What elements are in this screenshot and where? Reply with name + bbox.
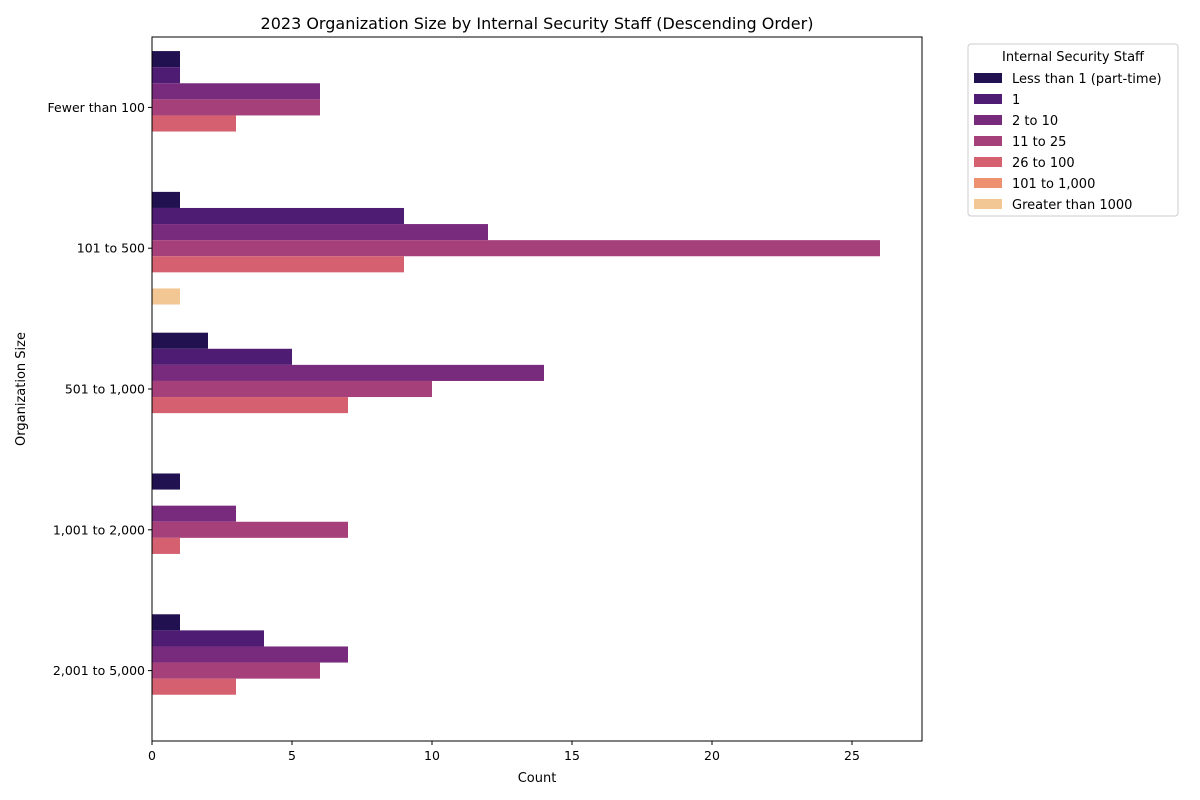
bar (152, 505, 236, 522)
bar (152, 473, 180, 490)
y-axis-label: Organization Size (14, 332, 29, 446)
bar (152, 115, 236, 132)
x-tick-label: 10 (424, 748, 440, 763)
bars-layer (152, 51, 880, 695)
bar (152, 288, 180, 305)
bar (152, 630, 264, 647)
legend-swatch (974, 73, 1002, 83)
bar (152, 397, 348, 414)
bar (152, 51, 180, 68)
legend-swatch (974, 178, 1002, 188)
legend-entry: Greater than 1000 (1012, 198, 1132, 213)
bar (152, 537, 180, 554)
y-axis: Fewer than 100 101 to 500 501 to 1,000 1,00… (48, 100, 152, 678)
x-tick-label: 15 (564, 748, 580, 763)
legend-entry: Less than 1 (part-time) (1012, 72, 1162, 87)
x-tick-label: 5 (288, 748, 296, 763)
y-tick-label: 2,001 to 5,000 (53, 663, 145, 678)
y-tick-label: 501 to 1,000 (65, 382, 145, 397)
x-tick-label: 25 (844, 748, 860, 763)
bar (152, 67, 180, 84)
legend-entry: 1 (1012, 93, 1020, 108)
legend-swatch (974, 94, 1002, 104)
y-tick-label: Fewer than 100 (48, 100, 146, 115)
bar (152, 380, 432, 398)
legend-entry: 26 to 100 (1012, 156, 1075, 171)
legend-swatch (974, 115, 1002, 125)
bar (152, 83, 320, 100)
bar (152, 364, 544, 381)
x-axis-label: Count (518, 771, 557, 786)
bar (152, 99, 320, 116)
y-tick-label: 1,001 to 2,000 (53, 522, 145, 537)
bar (152, 332, 208, 349)
bar (152, 662, 320, 679)
legend-swatch (974, 136, 1002, 146)
legend-swatch (974, 199, 1002, 209)
bar (152, 207, 404, 225)
bar (152, 646, 348, 663)
y-tick-label: 101 to 500 (77, 241, 145, 256)
bar (152, 240, 880, 257)
bar (152, 521, 348, 538)
bar (152, 224, 488, 241)
legend-title: Internal Security Staff (1002, 50, 1145, 65)
bar (152, 614, 180, 631)
x-axis: 0 5 10 15 20 25 (148, 741, 860, 763)
bar (152, 191, 180, 208)
bar (152, 256, 404, 273)
chart-title: 2023 Organization Size by Internal Secur… (261, 14, 814, 33)
x-tick-label: 20 (704, 748, 720, 763)
bar (152, 348, 292, 365)
legend-entry: 11 to 25 (1012, 135, 1066, 150)
legend: Internal Security Staff Less than 1 (par… (967, 43, 1179, 217)
bar (152, 678, 236, 695)
legend-swatch (974, 157, 1002, 167)
legend-entry: 2 to 10 (1012, 114, 1058, 129)
x-tick-label: 0 (148, 748, 156, 763)
legend-frame (967, 43, 1179, 217)
legend-entry: 101 to 1,000 (1012, 177, 1095, 192)
